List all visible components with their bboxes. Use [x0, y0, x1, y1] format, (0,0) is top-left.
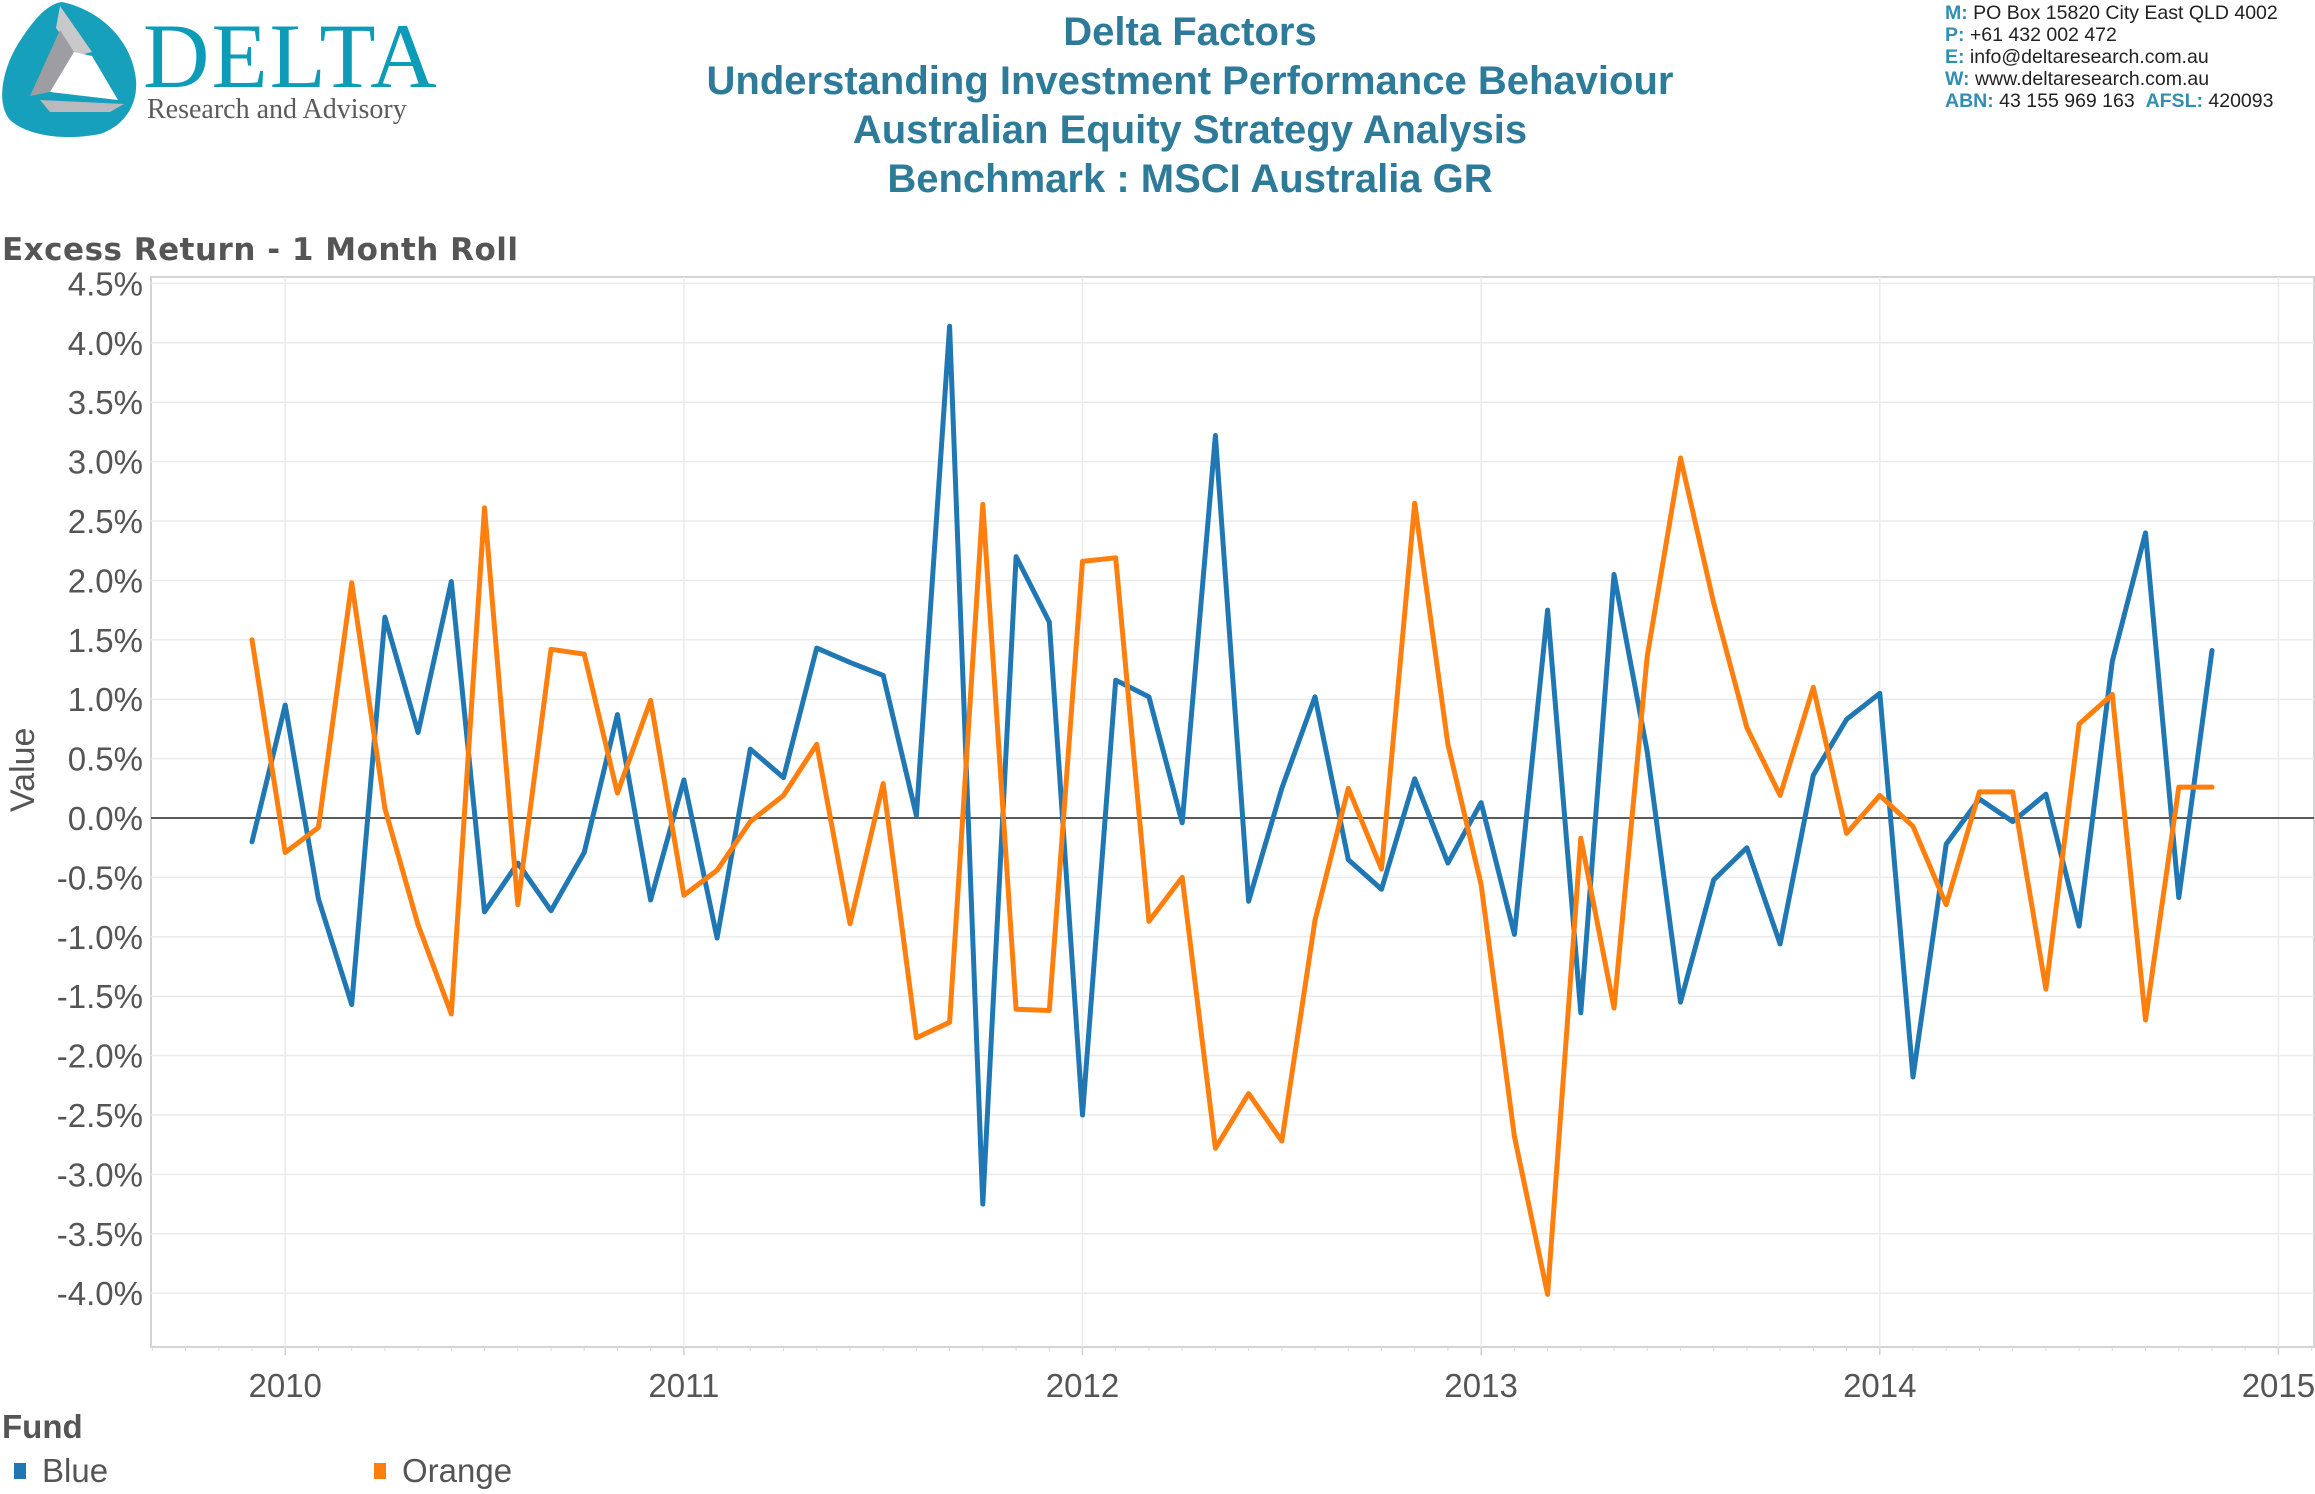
y-tick-label: 1.5% [68, 622, 143, 659]
contact-key: P: [1945, 24, 1965, 46]
contact-block: M: PO Box 15820 City East QLD 4002 P: +6… [1945, 2, 2278, 112]
contact-abn: ABN: 43 155 969 163 AFSL: 420093 [1945, 90, 2278, 112]
y-tick-label: 0.0% [68, 800, 143, 837]
contact-key: E: [1945, 46, 1965, 68]
chart-title: Excess Return - 1 Month Roll [2, 232, 519, 268]
contact-value: 43 155 969 163 [1993, 90, 2146, 112]
series-line-orange [249, 455, 2215, 1297]
x-tick-label: 2010 [249, 1367, 322, 1400]
y-tick-label: 1.0% [68, 681, 143, 718]
contact-value: info@deltaresearch.com.au [1964, 46, 2209, 68]
report-titles: Delta Factors Understanding Investment P… [500, 8, 1880, 204]
contact-key: AFSL: [2145, 90, 2203, 112]
contact-email: E: info@deltaresearch.com.au [1945, 46, 2278, 68]
y-tick-label: 2.5% [68, 503, 143, 540]
report-subtitle: Understanding Investment Performance Beh… [706, 59, 1674, 103]
report-strategy: Australian Equity Strategy Analysis [852, 108, 1528, 152]
y-tick-label: -3.5% [57, 1216, 143, 1253]
legend-swatch-blue [14, 1463, 26, 1479]
y-tick-label: 4.5% [68, 270, 143, 302]
contact-value: 420093 [2202, 90, 2274, 112]
y-tick-label: 3.5% [68, 384, 143, 421]
x-tick-label: 2013 [1444, 1367, 1517, 1400]
contact-phone: P: +61 432 002 472 [1945, 24, 2278, 46]
contact-value: PO Box 15820 City East QLD 4002 [1967, 2, 2278, 24]
report-title: Delta Factors [1063, 10, 1317, 54]
legend-swatch-orange [374, 1463, 386, 1479]
logo-tagline: Research and Advisory [147, 94, 407, 125]
y-tick-label: -1.0% [57, 919, 143, 956]
x-tick-label: 2014 [1843, 1367, 1916, 1400]
y-tick-label: 3.0% [68, 444, 143, 481]
delta-logo: DELTA Research and Advisory [0, 0, 450, 140]
delta-triangle-logo-icon [2, 2, 137, 138]
contact-value: www.deltaresearch.com.au [1969, 68, 2210, 90]
y-tick-label: 2.0% [68, 562, 143, 599]
contact-web: W: www.deltaresearch.com.au [1945, 68, 2278, 90]
y-tick-label: 4.0% [68, 325, 143, 362]
legend-title: Fund [2, 1408, 83, 1445]
line-chart: 4.5% 4.0% 3.5% 3.0% 2.5% 2.0% 1.5% 1.0% 0.5% 0.0%… [57, 270, 2315, 1400]
y-tick-label: -3.0% [57, 1156, 143, 1193]
x-tick-label: 2015 [2242, 1367, 2315, 1400]
logo-wordmark: DELTA [143, 5, 439, 107]
series-lines [249, 323, 2215, 1297]
y-tick-label: -1.5% [57, 978, 143, 1015]
y-tick-label: -2.0% [57, 1038, 143, 1075]
legend-item-blue[interactable]: Blue [14, 1452, 108, 1490]
x-tick-label: 2012 [1046, 1367, 1119, 1400]
series-line-blue [249, 323, 2215, 1207]
report-benchmark: Benchmark : MSCI Australia GR [887, 157, 1493, 201]
legend-label: Blue [42, 1452, 109, 1489]
y-tick-label: -0.5% [57, 859, 143, 896]
contact-key: ABN: [1945, 90, 1994, 112]
legend-label: Orange [402, 1452, 513, 1489]
y-tick-label: 0.5% [68, 741, 143, 778]
contact-value: +61 432 002 472 [1964, 24, 2117, 46]
x-axis-ticks: 2010 2011 2012 2013 2014 2015 [249, 1367, 2315, 1400]
legend-item-orange[interactable]: Orange [374, 1452, 512, 1490]
y-tick-label: -2.5% [57, 1097, 143, 1134]
contact-key: M: [1945, 2, 1968, 24]
plot-frame [150, 276, 2315, 1348]
contact-key: W: [1945, 68, 1970, 90]
y-tick-label: -4.0% [57, 1275, 143, 1312]
x-tick-label: 2011 [648, 1367, 719, 1400]
y-axis-ticks: 4.5% 4.0% 3.5% 3.0% 2.5% 2.0% 1.5% 1.0% 0.5% 0.0%… [57, 270, 143, 1312]
contact-mail: M: PO Box 15820 City East QLD 4002 [1945, 2, 2278, 24]
